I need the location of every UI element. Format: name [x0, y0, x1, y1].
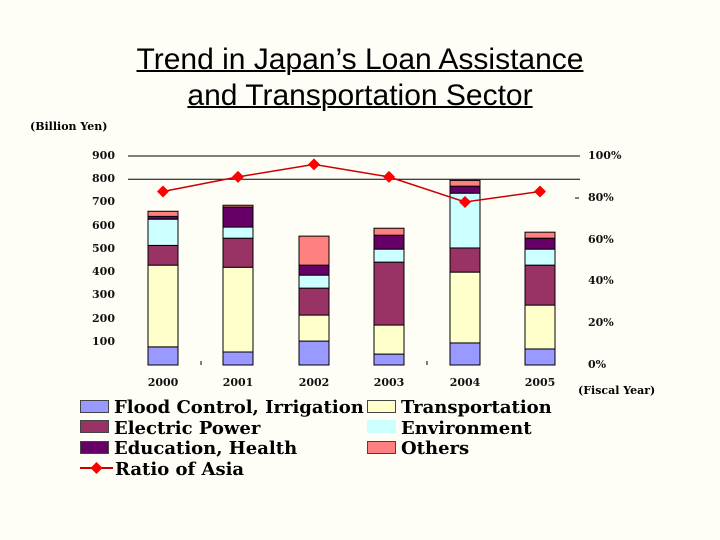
- bar-segment: [524, 231, 556, 239]
- legend-swatch-others: [367, 440, 396, 454]
- legend-item-ratio: Ratio of Asia: [80, 458, 245, 481]
- right-tick-label: 20%: [588, 316, 614, 330]
- ratio-marker-icon: [383, 170, 395, 183]
- ratio-line: [162, 163, 541, 203]
- legend-item-electric: Electric Power: [80, 417, 261, 440]
- legend-swatch-electric: [80, 420, 109, 433]
- legend-label: Education, Health: [114, 438, 298, 459]
- bar-segment: [449, 247, 481, 273]
- bar-segment: [222, 266, 254, 353]
- ratio-marker-icon: [459, 195, 471, 208]
- legend-swatch-education: [80, 440, 109, 454]
- bar-segment: [298, 274, 330, 289]
- ratio-marker-icon: [308, 158, 320, 171]
- bar-segment: [222, 226, 254, 239]
- legend-label: Others: [401, 438, 470, 459]
- right-tick-label: 40%: [588, 274, 614, 288]
- bar-segment: [222, 237, 254, 268]
- bar-segment: [222, 204, 254, 208]
- bar-segment: [222, 351, 254, 366]
- bar-segment: [449, 179, 481, 187]
- y-tick-label: 900: [92, 149, 115, 162]
- right-tick-label: 0%: [588, 358, 607, 371]
- right-tick-label: 100%: [588, 149, 622, 162]
- x-tick-label: 2004: [449, 376, 481, 389]
- ratio-marker-icon: [534, 185, 546, 198]
- legend-item-others: Others: [367, 438, 470, 460]
- bar-segment: [524, 304, 556, 350]
- legend-item-education: Education, Health: [80, 438, 298, 460]
- y-tick-label: 200: [92, 311, 115, 325]
- bar-segment: [298, 264, 330, 276]
- legend-line-marker-icon: [80, 461, 113, 474]
- legend-label: Environment: [401, 417, 532, 439]
- bar-segment: [147, 264, 179, 348]
- x-axis-label: (Fiscal Year): [578, 384, 656, 397]
- bar-segment: [524, 348, 556, 366]
- ratio-marker-icon: [232, 170, 244, 183]
- bar-segment: [373, 234, 405, 250]
- y-tick-label: 400: [92, 265, 115, 279]
- y-tick-label: 700: [92, 195, 115, 209]
- x-tick-label: 2001: [222, 376, 254, 389]
- x-tick-label: 2002: [298, 376, 330, 389]
- ratio-marker-icon: [157, 185, 169, 198]
- bar-segment: [373, 324, 405, 355]
- bar-segment: [373, 248, 405, 263]
- legend-label: Transportation: [401, 397, 552, 418]
- y-tick-label: 100: [92, 334, 115, 348]
- right-tick-label: 80%: [588, 190, 614, 204]
- legend-label: Flood Control, Irrigation: [114, 397, 364, 418]
- bar-segment: [449, 185, 481, 194]
- bar-segment: [147, 346, 179, 366]
- y-axis-unit-label: (Billion Yen): [30, 120, 108, 133]
- bar-segment: [147, 218, 179, 246]
- bar-segment: [449, 342, 481, 366]
- y-tick-label: 300: [92, 288, 115, 302]
- legend-swatch-transportation: [367, 399, 396, 413]
- bar-segment: [373, 353, 405, 366]
- legend-label: Electric Power: [114, 417, 261, 439]
- bar-segment: [147, 210, 179, 217]
- legend-swatch-environment: [367, 420, 396, 433]
- x-tick-label: 2003: [373, 376, 405, 389]
- bar-segment: [524, 248, 556, 266]
- legend-item-flood: Flood Control, Irrigation: [80, 397, 364, 419]
- legend-swatch-flood: [80, 399, 109, 413]
- bar-segment: [298, 287, 330, 316]
- x-tick-label: 2000: [147, 376, 179, 389]
- bar-segment: [524, 264, 556, 306]
- title-line-2: and Transportation Sector: [187, 79, 533, 112]
- y-tick-label: 500: [92, 241, 115, 255]
- legend-item-transportation: Transportation: [367, 397, 552, 419]
- legend-item-environment: Environment: [367, 417, 532, 440]
- y-tick-label: 800: [92, 172, 115, 186]
- bar-segment: [222, 206, 254, 228]
- bar-segment: [449, 271, 481, 344]
- bar-segment: [373, 261, 405, 326]
- bar-segment: [373, 227, 405, 236]
- y-tick-label: 600: [92, 218, 115, 232]
- title-line-1: Trend in Japan’s Loan Assistance: [136, 43, 584, 76]
- bar-segment: [298, 340, 330, 366]
- legend-label: Ratio of Asia: [115, 458, 245, 480]
- chart-title: Trend in Japan’s Loan Assistance and Tra…: [0, 42, 720, 114]
- bar-segment: [524, 237, 556, 250]
- x-tick-label: 2005: [524, 376, 556, 389]
- bar-segment: [298, 314, 330, 342]
- bar-segment: [298, 235, 330, 266]
- bar-segment: [147, 244, 179, 266]
- right-tick-label: 60%: [588, 232, 614, 246]
